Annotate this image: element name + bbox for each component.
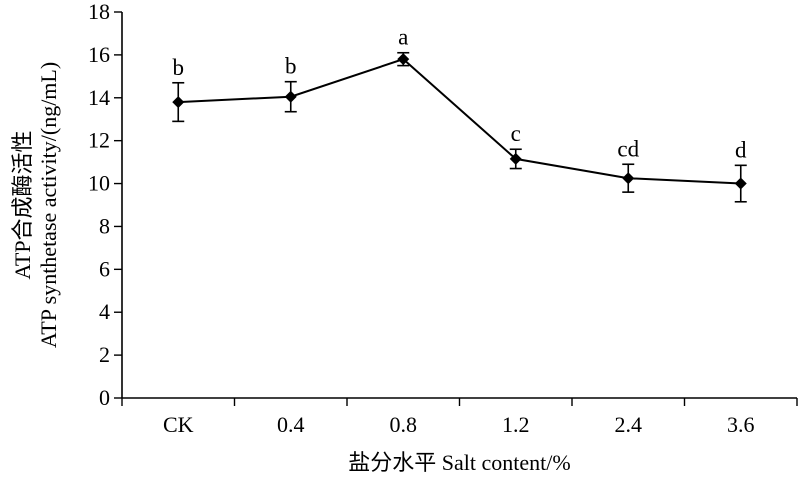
data-point	[397, 53, 410, 66]
y-tick-label: 8	[99, 213, 110, 238]
y-axis-title-chinese: ATP合成酶活性	[10, 130, 35, 279]
x-tick-label: 0.8	[390, 412, 418, 437]
significance-label: b	[173, 55, 185, 80]
plot-area: b b a c cd d	[172, 25, 747, 203]
data-point	[284, 90, 297, 103]
significance-label: d	[735, 137, 747, 162]
data-point	[734, 177, 747, 190]
y-axis-title-english: ATP synthetase activity/(ng/mL)	[36, 62, 61, 348]
y-tick-label: 6	[99, 256, 110, 281]
y-tick-label: 0	[99, 385, 110, 410]
data-point	[172, 96, 185, 109]
x-tick-label: 2.4	[615, 412, 643, 437]
y-axis-ticks: 0 2 4 6 8 10 12 14 16 18	[88, 0, 122, 410]
series-line	[178, 58, 741, 185]
significance-label: a	[398, 25, 408, 50]
x-axis-ticks: CK 0.4 0.8 1.2 2.4 3.6	[121, 398, 798, 437]
x-tick-label: CK	[163, 412, 194, 437]
significance-label: c	[511, 121, 521, 146]
x-tick-label: 1.2	[502, 412, 530, 437]
y-tick-label: 2	[99, 342, 110, 367]
y-tick-label: 16	[88, 42, 110, 67]
y-tick-label: 4	[99, 299, 110, 324]
y-tick-label: 12	[88, 128, 110, 153]
data-point	[509, 152, 522, 165]
data-point	[622, 172, 635, 185]
axes	[121, 12, 797, 399]
y-tick-label: 18	[88, 0, 110, 24]
x-axis-title: 盐分水平 Salt content/%	[348, 450, 570, 475]
x-tick-label: 3.6	[727, 412, 755, 437]
significance-label: cd	[617, 136, 639, 161]
significance-label: b	[285, 54, 297, 79]
y-tick-label: 10	[88, 171, 110, 196]
y-tick-label: 14	[88, 85, 110, 110]
x-tick-label: 0.4	[277, 412, 305, 437]
